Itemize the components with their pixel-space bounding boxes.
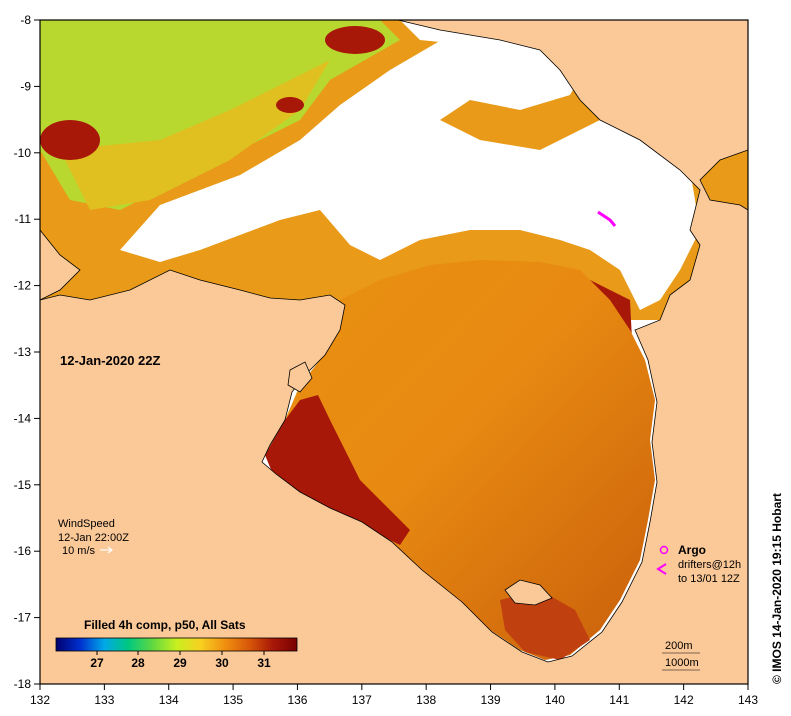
lon-tick-label: 132 <box>30 693 50 707</box>
lon-tick-label: 140 <box>545 693 565 707</box>
drifter-track <box>597 210 617 227</box>
wind-title: WindSpeed <box>58 518 115 530</box>
sst-hot-band <box>265 395 410 545</box>
depth-200-label: 200m <box>665 640 693 652</box>
colorbar-ticks: 27 28 29 30 31 <box>90 651 271 670</box>
sst-mid-patch <box>60 60 330 210</box>
lat-tick-label: -12 <box>14 279 32 293</box>
colorbar-tick-label: 28 <box>131 656 145 670</box>
lon-tick-label: 139 <box>481 693 501 707</box>
sst-hot-patch <box>40 120 100 160</box>
colorbar-title: Filled 4h comp, p50, All Sats <box>84 618 246 632</box>
lat-tick-label: -15 <box>14 478 32 492</box>
depth-1000-label: 1000m <box>665 657 699 669</box>
wind-arrow-icon <box>100 546 113 554</box>
lon-tick-label: 138 <box>416 693 436 707</box>
colorbar-tick-label: 27 <box>90 656 104 670</box>
argo-label: Argo <box>678 543 706 557</box>
land-groote <box>287 361 313 393</box>
lat-tick-label: -13 <box>14 345 32 359</box>
colorbar <box>55 637 298 652</box>
lat-tick-label: -10 <box>14 146 32 160</box>
sst-hot-patch <box>276 97 304 113</box>
drifters-label: drifters@12h <box>678 559 741 571</box>
colorbar-tick-label: 31 <box>257 656 271 670</box>
colorbar-tick-label: 30 <box>215 656 229 670</box>
cloud-mask <box>120 25 700 310</box>
lat-tick-label: -18 <box>14 677 32 691</box>
drifters-to-label: to 13/01 12Z <box>678 573 740 585</box>
lat-tick-label: -14 <box>14 411 32 425</box>
lon-tick-label: 136 <box>287 693 307 707</box>
lon-axis: 132 133 134 135 136 137 138 139 140 141 142 143 <box>30 684 758 707</box>
lon-tick-label: 142 <box>674 693 694 707</box>
lat-tick-label: -8 <box>20 13 31 27</box>
colorbar-tick-label: 29 <box>173 656 187 670</box>
lat-axis: -8 -9 -10 -11 -12 -13 -14 -15 -16 -17 -18 <box>14 13 40 691</box>
lon-tick-label: 134 <box>159 693 179 707</box>
lat-tick-label: -11 <box>15 212 32 226</box>
lon-tick-label: 137 <box>352 693 372 707</box>
land-mornington <box>504 579 553 606</box>
date-label: 12-Jan-2020 22Z <box>60 353 161 368</box>
lon-tick-label: 135 <box>223 693 243 707</box>
wind-scale: 10 m/s <box>62 545 96 557</box>
lon-tick-label: 143 <box>738 693 758 707</box>
lat-tick-label: -9 <box>20 79 31 93</box>
lon-tick-label: 133 <box>94 693 114 707</box>
sst-hot-patch <box>325 26 385 54</box>
sst-hot-band <box>500 590 590 660</box>
lat-tick-label: -17 <box>14 611 32 625</box>
credit: © IMOS 14-Jan-2020 19:15 Hobart <box>770 493 784 684</box>
sst-gulf <box>265 260 655 660</box>
drifter-icon <box>656 563 667 575</box>
wind-time: 12-Jan 22:00Z <box>58 532 129 544</box>
argo-icon <box>659 545 669 555</box>
lat-tick-label: -16 <box>14 544 32 558</box>
land-png <box>39 19 749 685</box>
lon-tick-label: 141 <box>609 693 629 707</box>
